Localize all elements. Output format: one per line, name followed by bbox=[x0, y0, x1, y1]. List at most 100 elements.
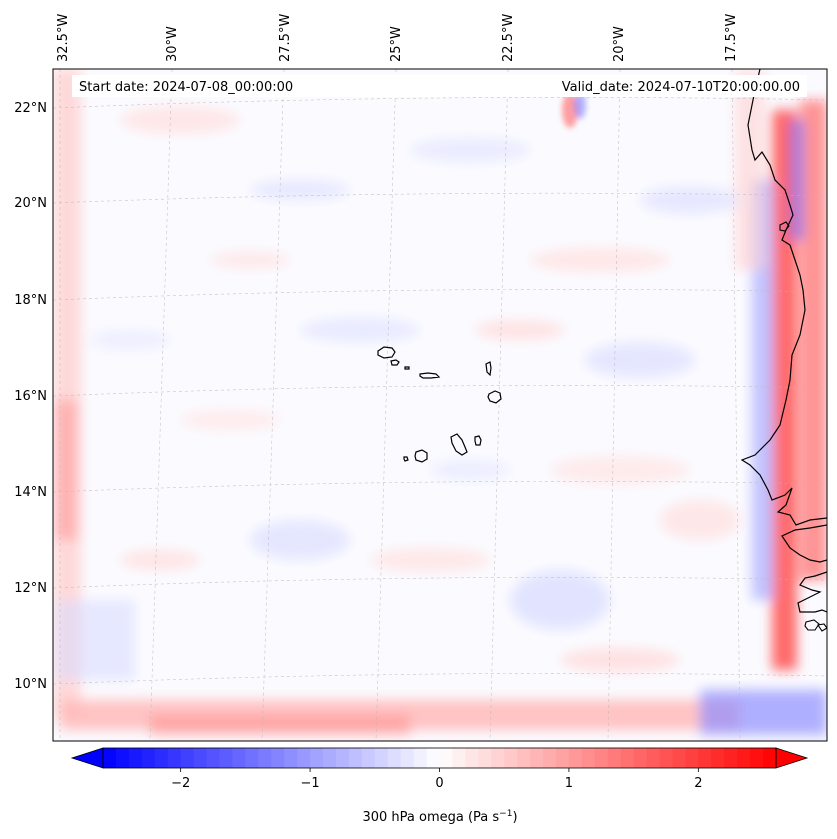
colorbar-cell bbox=[750, 748, 764, 768]
island-sal bbox=[485, 361, 492, 377]
latitude-labels: 22°N 20°N 18°N 16°N 14°N 12°N 10°N bbox=[14, 101, 47, 692]
colorbar-cell bbox=[763, 748, 777, 768]
lon-label: 32.5°W bbox=[56, 14, 71, 62]
colorbar-extend-max bbox=[775, 747, 809, 769]
lat-label: 22°N bbox=[14, 101, 47, 116]
island-fogo bbox=[414, 449, 428, 463]
colorbar-cell bbox=[141, 748, 156, 768]
omega-field bbox=[53, 69, 827, 735]
lat-label: 20°N bbox=[14, 196, 47, 211]
colorbar-cell bbox=[530, 748, 544, 768]
lon-label: 20°W bbox=[612, 26, 627, 62]
colorbar-tick-label: −1 bbox=[300, 776, 319, 791]
lat-label: 10°N bbox=[14, 677, 47, 692]
island-santa-luzia bbox=[404, 366, 410, 370]
colorbar-cell bbox=[310, 748, 324, 768]
colorbar-cell bbox=[711, 748, 725, 768]
island-maio bbox=[474, 435, 482, 446]
colorbar-cell bbox=[568, 748, 583, 768]
colorbar-cell bbox=[348, 748, 363, 768]
colorbar-cells bbox=[103, 748, 777, 768]
colorbar-cell bbox=[620, 748, 635, 768]
ocean-background bbox=[53, 69, 827, 741]
title-banner bbox=[72, 75, 807, 97]
colorbar-tick-label: −2 bbox=[171, 776, 190, 791]
colorbar-cell bbox=[685, 748, 699, 768]
colorbar-cell bbox=[737, 748, 751, 768]
colorbar-cell bbox=[323, 748, 337, 768]
colorbar-cell bbox=[284, 748, 298, 768]
colorbar-cell bbox=[659, 748, 674, 768]
island-brava bbox=[403, 456, 409, 462]
colorbar-cell bbox=[491, 748, 505, 768]
colorbar-cell bbox=[115, 748, 130, 768]
colorbar-tick-label: 0 bbox=[435, 776, 443, 791]
colorbar-cell bbox=[374, 748, 389, 768]
colorbar-cell bbox=[426, 748, 441, 768]
lon-label: 30°W bbox=[165, 26, 180, 62]
lon-label: 22.5°W bbox=[501, 14, 516, 62]
colorbar-cell bbox=[245, 748, 259, 768]
start-date-label: Start date: 2024-07-08_00:00:00 bbox=[79, 80, 293, 95]
colorbar-cell bbox=[555, 748, 570, 768]
longitude-labels: 32.5°W 30°W 27.5°W 25°W 22.5°W 20°W 17.5… bbox=[56, 14, 739, 62]
lon-label: 25°W bbox=[389, 26, 404, 62]
island-santo-antao bbox=[377, 346, 396, 359]
colorbar-cell bbox=[646, 748, 661, 768]
colorbar-cell bbox=[271, 748, 285, 768]
colorbar-cell bbox=[517, 748, 531, 768]
lat-label: 12°N bbox=[14, 581, 47, 596]
colorbar-cell bbox=[400, 748, 415, 768]
island-boa-vista bbox=[487, 390, 502, 404]
colorbar-cell bbox=[672, 748, 687, 768]
colorbar-cell bbox=[439, 748, 454, 768]
colorbar-ticks: −2 −1 0 1 2 bbox=[171, 768, 702, 791]
colorbar-cell bbox=[504, 748, 518, 768]
colorbar-cell bbox=[452, 748, 466, 768]
colorbar-cell bbox=[724, 748, 738, 768]
lat-label: 16°N bbox=[14, 389, 47, 404]
colorbar-cell bbox=[297, 748, 311, 768]
colorbar-cell bbox=[387, 748, 402, 768]
lon-label: 27.5°W bbox=[278, 14, 293, 62]
colorbar-cell bbox=[154, 748, 169, 768]
map-panel bbox=[53, 69, 827, 741]
island-sao-vicente bbox=[390, 359, 400, 366]
african-coastline bbox=[740, 69, 827, 613]
colorbar-cell bbox=[581, 748, 596, 768]
colorbar-cell bbox=[128, 748, 143, 768]
colorbar-cell bbox=[543, 748, 557, 768]
colorbar-cell bbox=[193, 748, 208, 768]
colorbar-extend-min bbox=[70, 747, 104, 769]
colorbar-cell bbox=[335, 748, 350, 768]
island-santiago bbox=[450, 433, 468, 456]
lat-label: 14°N bbox=[14, 485, 47, 500]
colorbar-tick-label: 2 bbox=[694, 776, 702, 791]
lon-label: 17.5°W bbox=[724, 14, 739, 62]
colorbar-label: 300 hPa omega (Pa s−1) bbox=[362, 809, 517, 825]
colorbar: −2 −1 0 1 2 300 hPa omega (Pa s−1) bbox=[70, 747, 809, 825]
colorbar-cell bbox=[180, 748, 195, 768]
colorbar-cell bbox=[167, 748, 182, 768]
colorbar-cell bbox=[206, 748, 221, 768]
valid-date-label: Valid_date: 2024-07-10T20:00:00.00 bbox=[562, 80, 800, 95]
island-sao-nicolau bbox=[419, 372, 441, 379]
colorbar-cell bbox=[232, 748, 246, 768]
colorbar-cell bbox=[478, 748, 492, 768]
gridlines bbox=[53, 69, 827, 741]
colorbar-cell bbox=[594, 748, 609, 768]
map-frame bbox=[52, 68, 828, 742]
colorbar-cell bbox=[413, 748, 428, 768]
cape-verde-islands bbox=[377, 346, 502, 463]
colorbar-cell bbox=[698, 748, 712, 768]
colorbar-cell bbox=[219, 748, 234, 768]
colorbar-cell bbox=[607, 748, 622, 768]
colorbar-tick-label: 1 bbox=[565, 776, 573, 791]
lat-label: 18°N bbox=[14, 293, 47, 308]
colorbar-cell bbox=[361, 748, 376, 768]
colorbar-cell bbox=[465, 748, 479, 768]
colorbar-cell bbox=[258, 748, 272, 768]
colorbar-cell bbox=[103, 748, 117, 768]
colorbar-cell bbox=[633, 748, 648, 768]
